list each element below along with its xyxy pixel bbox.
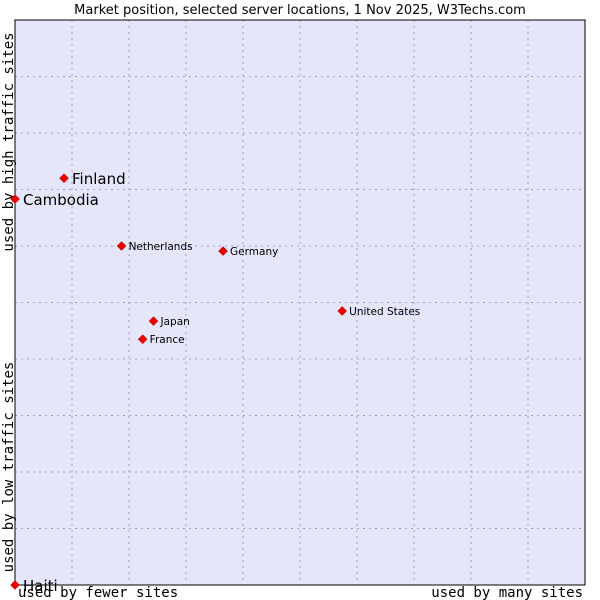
point-label-united-states: United States (349, 306, 420, 318)
point-united-states (337, 306, 348, 316)
point-germany (218, 246, 228, 256)
point-label-germany: Germany (230, 246, 278, 258)
point-label-france: France (150, 334, 185, 346)
grid-lines (15, 20, 585, 585)
point-netherlands (116, 241, 127, 251)
x-axis-label-high: used by many sites (431, 585, 583, 600)
x-axis-label-low: used by fewer sites (18, 585, 178, 600)
point-japan (148, 316, 159, 326)
point-label-haiti: Haiti (23, 577, 58, 595)
chart-title: Market position, selected server locatio… (74, 3, 526, 18)
point-label-finland: Finland (72, 170, 126, 188)
point-label-cambodia: Cambodia (23, 191, 99, 209)
y-axis-label-low: used by low traffic sites (1, 362, 17, 573)
point-label-japan: Japan (160, 316, 190, 328)
point-france (137, 334, 148, 345)
data-points: Finland Cambodia Netherlands Germany United … (10, 170, 420, 595)
point-label-netherlands: Netherlands (129, 241, 193, 253)
plot-border (14, 19, 586, 586)
point-haiti (10, 580, 20, 590)
y-axis-label-high: used by high traffic sites (1, 32, 17, 251)
point-finland (59, 173, 69, 184)
point-cambodia (10, 194, 20, 204)
